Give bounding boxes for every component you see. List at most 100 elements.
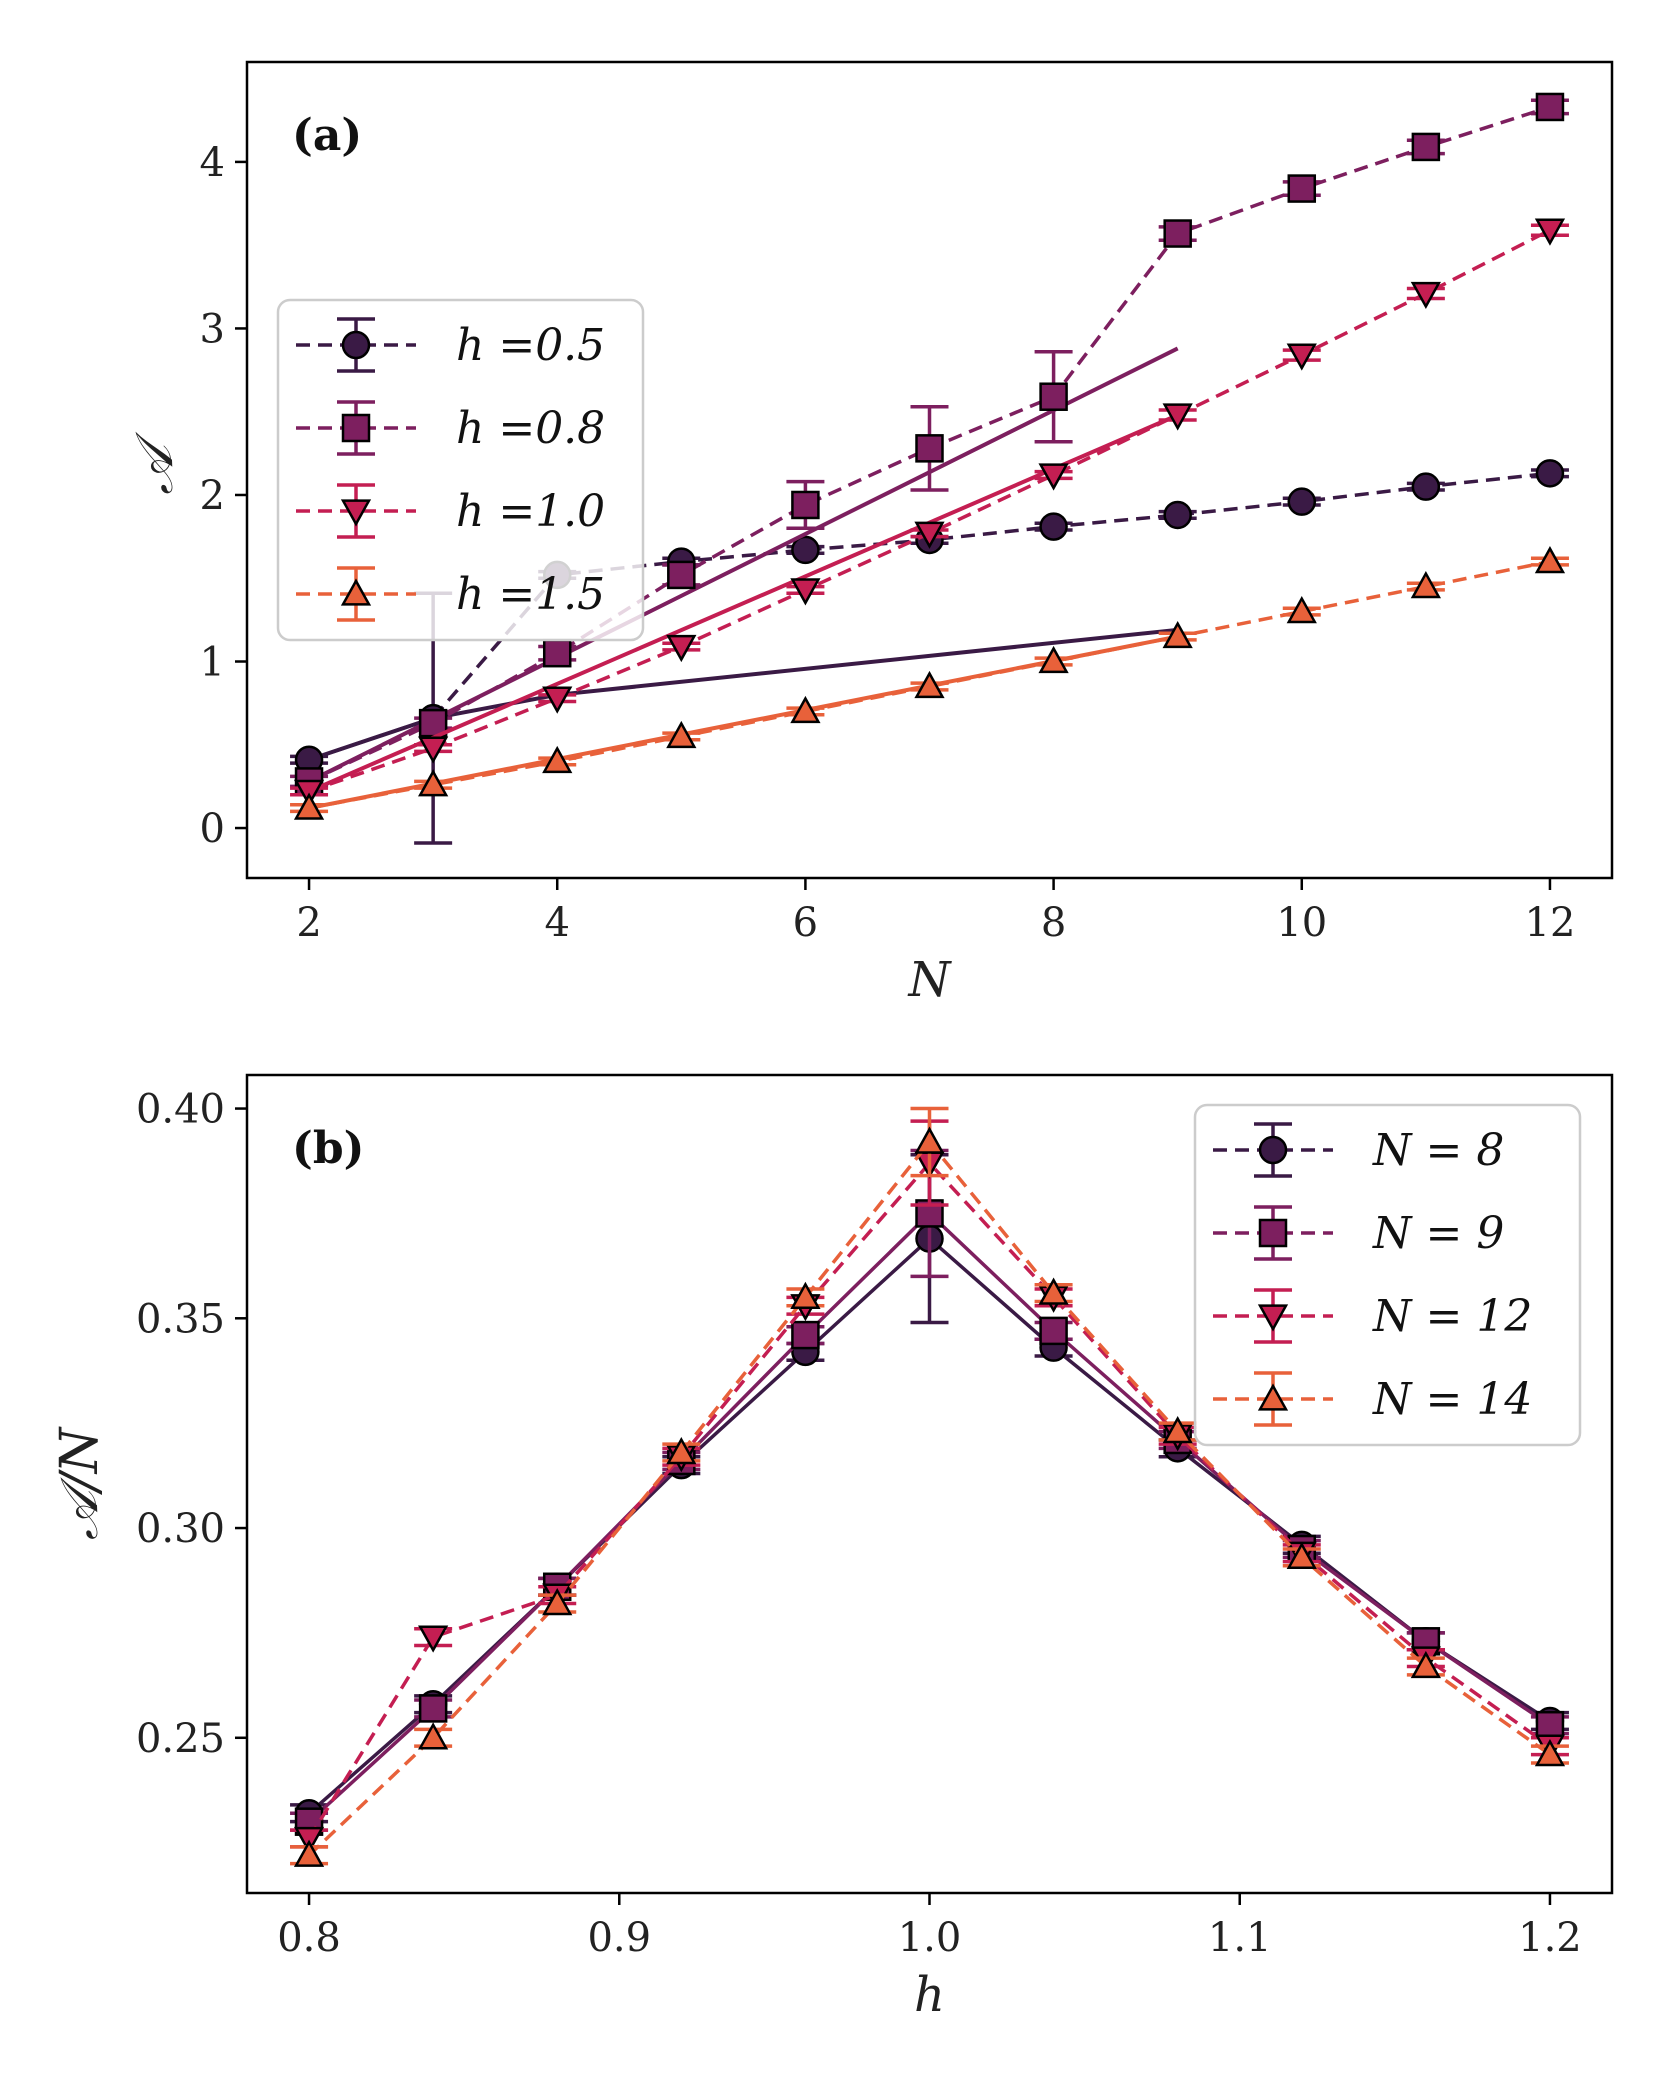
x-tick-label: 0.8 xyxy=(277,1915,341,1961)
data-point xyxy=(666,634,697,663)
x-tick-label: 1.2 xyxy=(1518,1915,1582,1961)
legend-box xyxy=(1193,1103,1582,1447)
data-point xyxy=(542,745,573,774)
y-tick-label: 0.30 xyxy=(136,1506,225,1552)
legend-marker xyxy=(340,578,372,606)
legend: N = 8 N = 9 N = 12 N = 14 xyxy=(1193,1103,1582,1447)
legend: h =0.5 h =0.8 h =1.0 h =1.5 xyxy=(276,298,645,642)
data-point xyxy=(667,560,696,590)
legend-marker xyxy=(341,413,371,443)
y-tick-label: 0.35 xyxy=(136,1296,225,1342)
y-tick-label: 0.40 xyxy=(136,1087,225,1133)
data-point xyxy=(418,1694,448,1723)
legend-entry: N = 8 xyxy=(1213,1122,1504,1178)
data-point xyxy=(1535,459,1565,488)
data-point xyxy=(790,1281,821,1309)
data-point xyxy=(666,720,697,749)
data-point xyxy=(1287,174,1317,203)
legend-label: h =0.8 xyxy=(456,403,605,454)
data-point xyxy=(1286,343,1317,371)
data-point xyxy=(1411,472,1441,501)
data-point xyxy=(1162,403,1193,431)
data-point xyxy=(1039,1316,1068,1346)
legend-entry: h =0.5 xyxy=(296,317,605,373)
series-h-1.0 xyxy=(290,218,1569,807)
legend-box xyxy=(276,298,645,642)
data-point xyxy=(1286,1541,1317,1570)
legend-entry: h =0.8 xyxy=(296,400,605,456)
data-line xyxy=(308,559,1551,810)
x-tick-label: 1.1 xyxy=(1208,1915,1272,1961)
y-tick-label: 3 xyxy=(200,306,225,352)
data-point xyxy=(542,1587,573,1616)
data-point xyxy=(418,736,449,764)
data-point xyxy=(915,434,944,463)
x-tick-label: 1.0 xyxy=(898,1915,962,1961)
panel-label: (b) xyxy=(292,1123,364,1174)
legend-marker xyxy=(341,330,371,360)
data-point xyxy=(1039,512,1068,541)
y-tick-label: 0 xyxy=(200,806,225,852)
legend-label: N = 12 xyxy=(1372,1291,1532,1342)
fit-line xyxy=(308,346,1179,784)
data-point xyxy=(293,1839,325,1867)
fit-line xyxy=(308,413,1179,794)
series-N-14 xyxy=(290,1106,1569,1867)
data-point xyxy=(1163,500,1192,530)
x-tick-label: 4 xyxy=(545,900,570,946)
legend-label: N = 8 xyxy=(1372,1125,1504,1176)
legend-marker xyxy=(1257,1383,1289,1411)
data-point xyxy=(1162,1415,1193,1444)
data-point xyxy=(1535,92,1565,122)
data-point xyxy=(1410,570,1441,599)
y-axis-label: 𝒜 xyxy=(125,431,185,495)
data-point xyxy=(1535,1710,1565,1740)
legend-marker xyxy=(1258,1218,1288,1248)
data-point xyxy=(791,490,820,520)
data-point xyxy=(1162,620,1193,649)
y-axis-label: 𝒜/N xyxy=(50,1426,110,1540)
legend-entry: h =1.5 xyxy=(296,566,605,622)
x-tick-label: 8 xyxy=(1041,900,1066,946)
y-tick-label: 2 xyxy=(200,473,225,519)
legend-label: h =0.5 xyxy=(456,320,605,371)
x-tick-label: 10 xyxy=(1276,900,1327,946)
data-point xyxy=(1410,1650,1441,1679)
data-point xyxy=(1534,546,1566,574)
data-point xyxy=(418,769,449,797)
data-point xyxy=(293,792,325,820)
data-point xyxy=(418,1625,449,1653)
data-point xyxy=(1038,1277,1069,1305)
data-point xyxy=(914,1126,945,1154)
x-axis-label: N xyxy=(908,952,953,1008)
legend-entry: h =1.0 xyxy=(296,483,605,539)
data-point xyxy=(1534,218,1566,246)
chart-panel-b: 0.8 0.9 1.0 1.1 1.2 0.25 0.30 0.35 0.40 h 𝒜/N (b) N … xyxy=(50,1073,1614,2023)
legend-marker xyxy=(1257,1304,1289,1332)
data-point xyxy=(1410,281,1441,310)
data-point xyxy=(791,1320,820,1350)
legend-label: N = 9 xyxy=(1372,1208,1504,1259)
data-point xyxy=(542,686,573,714)
data-point xyxy=(1534,1738,1566,1767)
legend-label: h =1.0 xyxy=(456,486,605,537)
fit-line xyxy=(308,627,1178,762)
data-point xyxy=(1287,487,1317,516)
series-h-1.5 xyxy=(290,546,1569,820)
data-point xyxy=(1286,595,1317,624)
legend-entry: N = 14 xyxy=(1213,1371,1532,1427)
data-point xyxy=(914,670,945,699)
plot-frame xyxy=(245,60,1614,880)
x-tick-label: 12 xyxy=(1525,900,1576,946)
data-point xyxy=(666,1436,697,1465)
data-point xyxy=(542,638,572,668)
x-tick-label: 0.9 xyxy=(587,1915,651,1961)
panel-label: (a) xyxy=(292,110,362,161)
x-axis-label: h xyxy=(914,1967,945,2023)
data-point xyxy=(1039,382,1068,411)
data-point xyxy=(1038,463,1069,491)
data-point xyxy=(914,521,945,549)
x-tick-label: 2 xyxy=(296,900,321,946)
